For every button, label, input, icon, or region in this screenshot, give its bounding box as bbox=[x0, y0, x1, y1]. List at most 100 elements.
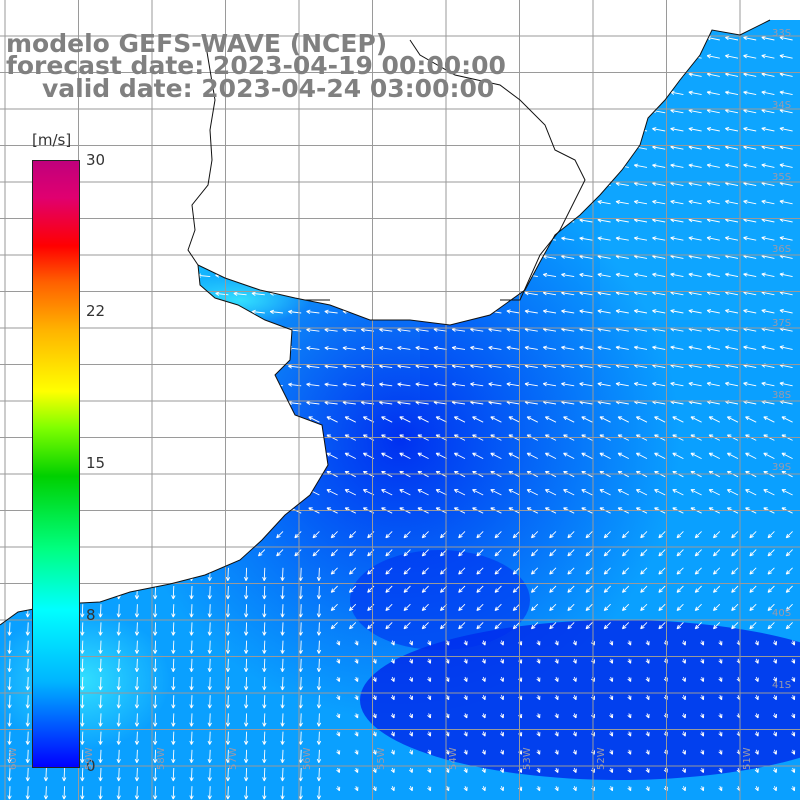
wind-arrow bbox=[417, 416, 429, 423]
wind-arrow bbox=[105, 401, 120, 406]
wind-arrow bbox=[225, 786, 231, 800]
wind-arrow bbox=[239, 531, 247, 539]
wind-arrow bbox=[567, 549, 575, 557]
wind-arrow bbox=[197, 127, 211, 133]
wind-arrow bbox=[142, 364, 156, 369]
wind-arrow bbox=[360, 345, 375, 351]
wind-arrow bbox=[225, 731, 231, 745]
wind-arrow bbox=[694, 622, 702, 630]
wind-arrow bbox=[417, 489, 429, 496]
wind-arrow bbox=[415, 273, 429, 278]
wind-arrow bbox=[451, 218, 466, 223]
wind-arrow bbox=[526, 416, 539, 423]
wind-arrow bbox=[171, 731, 176, 745]
wind-arrow bbox=[725, 163, 739, 168]
wind-arrow bbox=[658, 549, 666, 557]
wind-arrow bbox=[579, 382, 593, 387]
wind-arrow bbox=[80, 567, 85, 582]
wind-arrow bbox=[690, 489, 702, 496]
wind-arrow bbox=[481, 676, 486, 682]
wind-arrow bbox=[243, 695, 249, 709]
wind-arrow bbox=[235, 452, 247, 460]
wind-arrow bbox=[640, 585, 648, 593]
wind-arrow bbox=[207, 767, 212, 782]
wind-arrow bbox=[243, 622, 249, 636]
wind-arrow bbox=[536, 676, 541, 682]
wind-arrow bbox=[348, 603, 357, 612]
wind-arrow bbox=[451, 309, 466, 314]
wind-arrow bbox=[725, 199, 739, 205]
wind-arrow bbox=[306, 164, 320, 169]
wind-arrow bbox=[542, 109, 557, 114]
wind-arrow bbox=[142, 200, 156, 206]
wind-arrow bbox=[152, 695, 158, 709]
wind-arrow bbox=[171, 676, 176, 691]
wind-arrow bbox=[197, 218, 211, 224]
wind-arrow bbox=[694, 603, 702, 612]
wind-arrow bbox=[615, 199, 629, 205]
wind-arrow bbox=[609, 695, 614, 701]
wind-arrow bbox=[463, 731, 468, 737]
wind-arrow bbox=[390, 676, 395, 682]
wind-arrow bbox=[645, 767, 650, 773]
wind-arrow bbox=[451, 145, 466, 150]
wind-arrow bbox=[372, 786, 377, 792]
wind-arrow bbox=[215, 127, 229, 133]
wind-arrow bbox=[654, 489, 666, 496]
wind-arrow bbox=[160, 164, 174, 169]
wind-arrow bbox=[14, 146, 29, 151]
wind-arrow bbox=[87, 128, 102, 133]
wind-arrow bbox=[712, 622, 721, 630]
wind-arrow bbox=[567, 603, 575, 612]
wind-arrow bbox=[14, 310, 29, 315]
wind-arrow bbox=[494, 585, 502, 593]
wind-arrow bbox=[427, 731, 432, 737]
wind-arrow bbox=[670, 309, 684, 314]
wind-arrow bbox=[658, 531, 666, 539]
wind-arrow bbox=[197, 309, 211, 315]
wind-arrow bbox=[379, 109, 393, 114]
wind-arrow bbox=[451, 273, 466, 278]
wind-arrow bbox=[773, 695, 777, 701]
wind-arrow bbox=[658, 585, 666, 593]
wind-arrow bbox=[379, 163, 393, 169]
wind-arrow bbox=[215, 200, 229, 205]
wind-arrow bbox=[330, 549, 338, 557]
wind-arrow bbox=[658, 567, 666, 575]
wind-arrow bbox=[105, 128, 120, 133]
wind-arrow bbox=[25, 640, 30, 654]
wind-arrow bbox=[615, 236, 629, 241]
wind-arrow bbox=[251, 273, 265, 278]
wind-arrow bbox=[134, 567, 140, 582]
wind-arrow bbox=[262, 604, 267, 618]
wind-arrow bbox=[253, 489, 266, 496]
wind-arrow bbox=[458, 603, 466, 612]
wind-arrow bbox=[385, 585, 393, 593]
wind-arrow bbox=[280, 658, 285, 673]
wind-arrow bbox=[14, 91, 29, 97]
wind-arrow bbox=[785, 531, 793, 539]
wind-arrow bbox=[476, 603, 484, 612]
wind-arrow bbox=[435, 489, 448, 496]
wind-arrow bbox=[409, 749, 413, 755]
wind-arrow bbox=[390, 640, 395, 646]
wind-arrow bbox=[718, 731, 723, 737]
wind-arrow bbox=[617, 489, 630, 496]
wind-arrow bbox=[417, 452, 429, 460]
wind-arrow bbox=[233, 382, 247, 387]
wind-arrow bbox=[463, 640, 468, 646]
wind-arrow bbox=[463, 658, 468, 664]
wind-arrow bbox=[688, 163, 702, 168]
wind-arrow bbox=[251, 291, 265, 296]
wind-arrow bbox=[561, 72, 575, 77]
wind-arrow bbox=[490, 452, 502, 460]
wind-arrow bbox=[409, 676, 413, 682]
wind-arrow bbox=[542, 54, 557, 59]
wind-arrow bbox=[379, 182, 393, 187]
wind-arrow bbox=[481, 786, 486, 792]
wind-arrow bbox=[336, 786, 341, 792]
wind-arrow bbox=[152, 585, 158, 600]
wind-arrow bbox=[142, 127, 156, 133]
wind-arrow bbox=[530, 549, 539, 557]
wind-arrow bbox=[470, 345, 484, 351]
